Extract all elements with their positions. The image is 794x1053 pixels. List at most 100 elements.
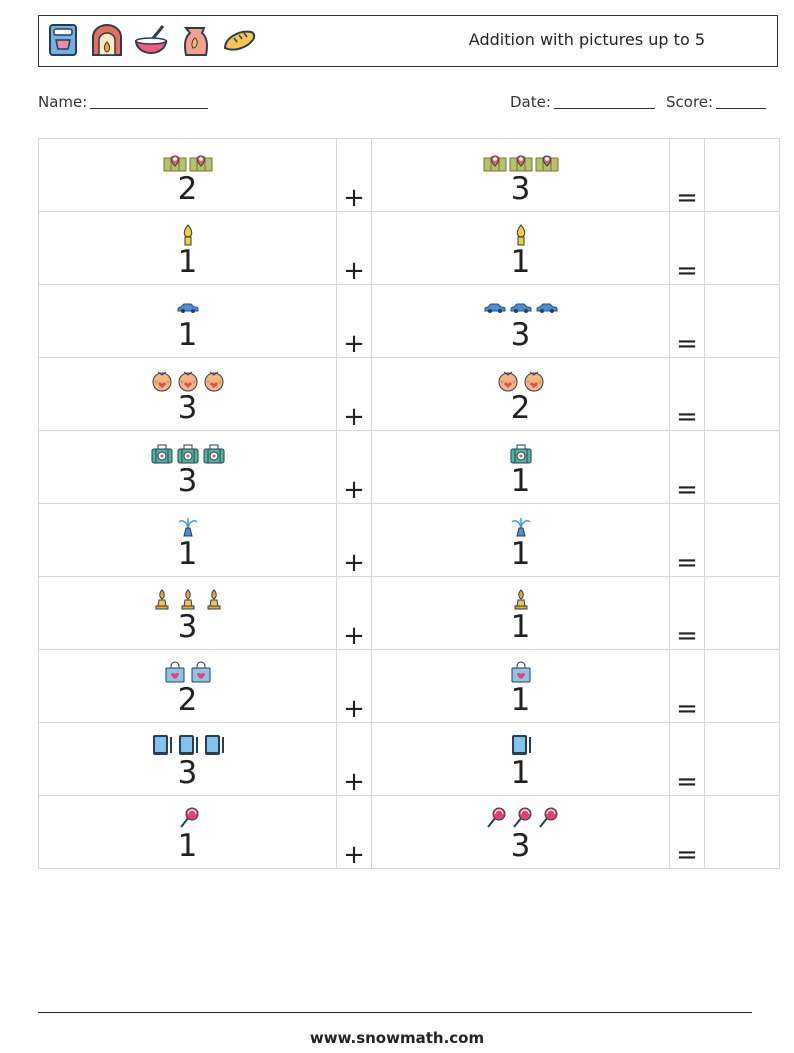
- worksheet-header: Addition with pictures up to 5: [38, 15, 778, 67]
- problem-row: 3 +2 =: [38, 357, 780, 432]
- name-label: Name:: [38, 93, 88, 111]
- name-field[interactable]: Name:: [38, 93, 209, 111]
- lollipop-icon: [486, 807, 505, 828]
- car-icon: [177, 303, 198, 313]
- answer-cell[interactable]: [704, 357, 780, 431]
- left-addend: 1: [177, 536, 198, 572]
- plus-sign: +: [343, 329, 365, 359]
- problem-row: 1 +1 =: [38, 503, 780, 578]
- equals-cell: =: [669, 211, 705, 285]
- plus-sign: +: [343, 402, 365, 432]
- problem-row: 2 +3 =: [38, 138, 780, 213]
- plus-cell: +: [336, 722, 372, 797]
- face-icon: [524, 371, 543, 392]
- plus-sign: +: [343, 183, 365, 213]
- left-addend-cell: 1: [38, 284, 337, 358]
- right-addend-cell: 1: [371, 503, 670, 577]
- plus-cell: +: [336, 576, 372, 651]
- plus-sign: +: [343, 621, 365, 651]
- left-addend: 3: [177, 609, 198, 645]
- problem-row: 2 +1 =: [38, 649, 780, 724]
- right-addend-cell: 1: [371, 211, 670, 285]
- candle-icon: [183, 224, 192, 246]
- plus-cell: +: [336, 795, 372, 869]
- footer-url[interactable]: www.snowmath.com: [309, 1029, 485, 1047]
- left-addend: 3: [177, 755, 198, 791]
- plus-sign: +: [343, 548, 365, 578]
- equals-cell: =: [669, 503, 705, 578]
- tablet-icon: [178, 735, 198, 755]
- left-addend: 2: [177, 171, 198, 207]
- first-aid-bag-icon: [203, 444, 224, 464]
- date-blank[interactable]: [553, 94, 655, 109]
- equals-cell: =: [669, 357, 705, 431]
- left-pictures: [39, 222, 336, 246]
- left-addend: 1: [177, 244, 198, 280]
- left-pictures: [39, 514, 336, 538]
- map-pin-icon: [535, 155, 558, 172]
- left-addend-cell: 1: [38, 503, 337, 577]
- right-addend-cell: 1: [371, 649, 670, 723]
- heart-bag-icon: [165, 661, 184, 683]
- left-pictures: [39, 587, 336, 611]
- mixer-icon: [49, 24, 77, 56]
- plus-sign: +: [343, 694, 365, 724]
- right-addend-cell: 1: [371, 576, 670, 650]
- answer-cell[interactable]: [704, 576, 780, 650]
- left-addend: 2: [177, 682, 198, 718]
- left-addend-cell: 2: [38, 649, 337, 723]
- candle-icon: [516, 224, 525, 246]
- left-pictures: [39, 149, 336, 173]
- score-blank[interactable]: [716, 94, 767, 109]
- problem-row: 1 +3 =: [38, 284, 780, 359]
- right-pictures: [372, 733, 669, 757]
- equals-sign: =: [676, 329, 698, 359]
- answer-cell[interactable]: [704, 138, 780, 212]
- answer-cell[interactable]: [704, 211, 780, 285]
- lollipop-icon: [538, 807, 557, 828]
- map-pin-icon: [509, 155, 532, 172]
- date-field[interactable]: Date:: [510, 93, 655, 111]
- problem-row: 3 +1 =: [38, 576, 780, 651]
- equals-cell: =: [669, 795, 705, 870]
- heart-bag-icon: [511, 661, 530, 683]
- left-addend-cell: 2: [38, 138, 337, 212]
- right-addend-cell: 2: [371, 357, 670, 431]
- plus-cell: +: [336, 357, 372, 432]
- answer-cell[interactable]: [704, 649, 780, 723]
- right-pictures: [372, 295, 669, 319]
- car-icon: [510, 303, 531, 313]
- face-icon: [204, 371, 223, 392]
- name-blank[interactable]: [90, 94, 209, 109]
- right-addend: 1: [510, 463, 531, 499]
- score-field[interactable]: Score:: [666, 93, 767, 111]
- first-aid-bag-icon: [510, 444, 531, 464]
- plus-cell: +: [336, 649, 372, 724]
- chess-bishop-icon: [155, 589, 168, 610]
- equals-cell: =: [669, 138, 705, 212]
- answer-cell[interactable]: [704, 284, 780, 358]
- problem-row: 1 +1 =: [38, 211, 780, 285]
- right-addend: 1: [510, 536, 531, 572]
- equals-sign: =: [676, 840, 698, 870]
- mixing-bowl-icon: [134, 25, 168, 54]
- right-addend: 3: [510, 171, 531, 207]
- answer-cell[interactable]: [704, 503, 780, 577]
- answer-cell[interactable]: [704, 795, 780, 869]
- right-addend-cell: 1: [371, 430, 670, 504]
- left-addend-cell: 3: [38, 357, 337, 431]
- chess-bishop-icon: [514, 589, 527, 610]
- plus-sign: +: [343, 767, 365, 797]
- left-addend: 1: [177, 317, 198, 353]
- right-addend-cell: 3: [371, 284, 670, 358]
- right-pictures: [372, 806, 669, 830]
- tablet-icon: [204, 735, 224, 755]
- left-addend: 1: [177, 828, 198, 864]
- left-addend-cell: 1: [38, 211, 337, 285]
- equals-sign: =: [676, 548, 698, 578]
- answer-cell[interactable]: [704, 430, 780, 504]
- right-addend: 1: [510, 609, 531, 645]
- answer-cell[interactable]: [704, 722, 780, 796]
- map-pin-icon: [163, 155, 186, 172]
- right-pictures: [372, 149, 669, 173]
